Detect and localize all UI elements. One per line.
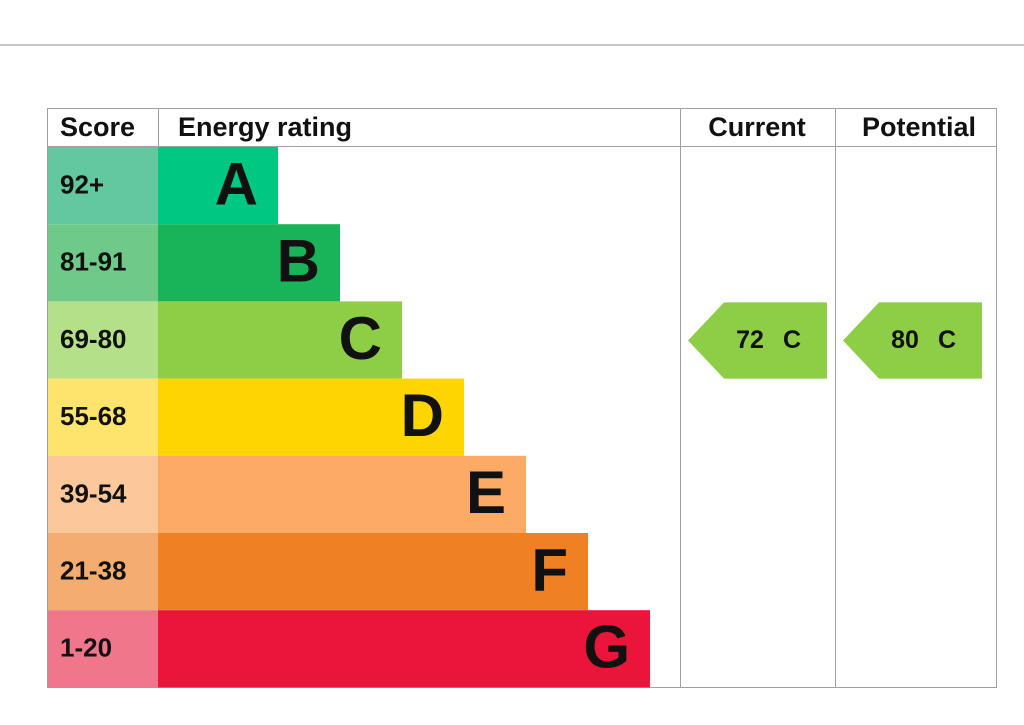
rating-bar bbox=[158, 455, 526, 533]
rating-bar bbox=[158, 147, 278, 225]
score-label: 92+ bbox=[60, 169, 104, 199]
rating-bar bbox=[158, 301, 402, 379]
band-letter: F bbox=[531, 536, 568, 603]
header-current: Current bbox=[708, 112, 806, 142]
score-cell bbox=[48, 378, 158, 456]
potential-arrow bbox=[843, 302, 982, 379]
score-cell bbox=[48, 455, 158, 533]
current-letter: C bbox=[783, 326, 801, 354]
score-label: 1-20 bbox=[60, 633, 112, 663]
potential-value: 80 bbox=[891, 326, 919, 354]
score-label: 81-91 bbox=[60, 247, 127, 277]
score-cell bbox=[48, 147, 158, 225]
score-label: 55-68 bbox=[60, 401, 127, 431]
band-letter: A bbox=[215, 150, 258, 217]
score-label: 21-38 bbox=[60, 555, 127, 585]
score-label: 69-80 bbox=[60, 324, 127, 354]
rating-bar bbox=[158, 533, 588, 611]
band-letter: B bbox=[277, 228, 320, 295]
header-score: Score bbox=[60, 112, 135, 142]
table-frame bbox=[47, 108, 997, 688]
band-letter: G bbox=[583, 614, 630, 681]
rating-bar bbox=[158, 378, 464, 456]
header-rating: Energy rating bbox=[178, 112, 352, 142]
band-letter: C bbox=[339, 305, 382, 372]
current-value: 72 bbox=[736, 326, 764, 354]
header-potential: Potential bbox=[862, 112, 976, 142]
score-cell bbox=[48, 533, 158, 611]
score-cell bbox=[48, 610, 158, 688]
rating-bar bbox=[158, 224, 340, 302]
score-label: 39-54 bbox=[60, 478, 127, 508]
band-letter: D bbox=[401, 382, 444, 449]
band-letter: E bbox=[466, 459, 506, 526]
score-cell bbox=[48, 301, 158, 379]
rating-bar bbox=[158, 610, 650, 688]
score-cell bbox=[48, 224, 158, 302]
potential-letter: C bbox=[938, 326, 956, 354]
current-arrow bbox=[688, 302, 827, 379]
